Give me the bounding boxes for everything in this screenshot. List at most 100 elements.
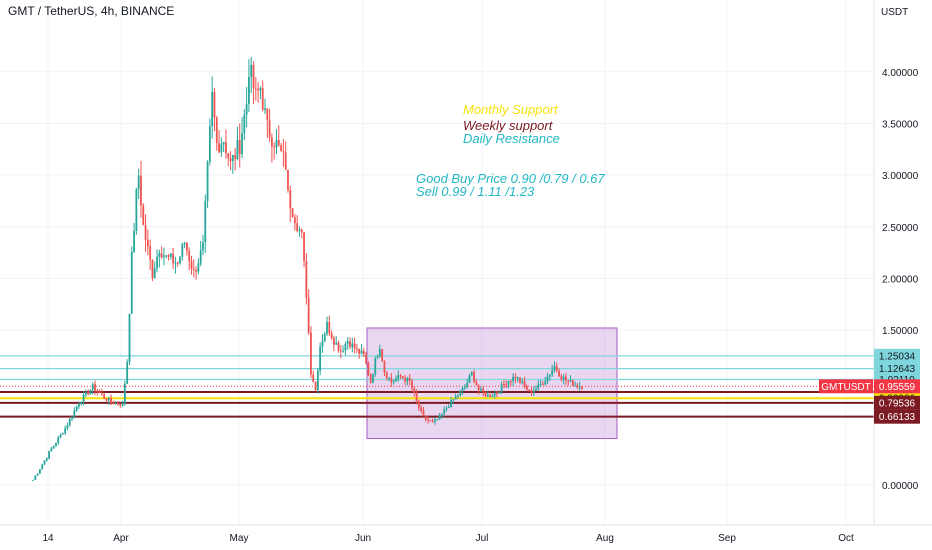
candle [146,229,149,256]
candle [236,126,239,161]
candle [323,331,326,343]
candle [245,86,248,128]
candle [431,418,434,423]
candle [539,379,542,387]
candle [133,222,135,254]
candle [222,141,225,152]
candle [163,247,165,266]
candle [103,393,106,400]
candle [445,405,448,412]
candle [149,239,152,270]
candle [443,406,446,417]
candle [560,373,563,382]
time-axis-ticks[interactable]: 14 Apr May Jun Jul Aug Sep Oct [42,533,854,544]
candle [486,390,489,397]
candle [160,246,163,259]
candle [84,389,87,398]
svg-text:0.95559: 0.95559 [879,382,916,393]
candle [406,376,409,386]
candle [326,316,328,336]
candle [574,381,577,387]
candle [172,247,175,270]
candle [493,390,496,399]
candle [169,252,172,260]
candle [268,108,271,142]
candle [498,391,501,394]
time-tick-label: Sep [718,533,736,544]
candle [282,138,285,167]
candle [289,185,292,223]
candle [41,463,44,470]
candle [277,125,280,147]
candle [571,379,574,387]
candle [68,417,71,427]
candle [335,336,338,345]
chart-annotations: Monthly Support Weekly support Daily Res… [416,102,605,199]
candle [252,61,255,105]
candle [328,315,331,337]
time-tick-label: 14 [42,533,54,544]
time-tick-label: May [230,533,249,544]
candle [395,375,397,382]
candle [105,398,108,403]
candle [254,76,257,101]
candle [186,241,188,256]
price-level-lines [0,355,874,418]
candle [188,247,191,271]
price-tick-label: 1.50000 [882,326,919,337]
candle [71,416,73,422]
candle [374,356,377,377]
candle [307,289,310,335]
candle [440,413,443,419]
price-axis-ticks[interactable]: 4.00000 3.50000 3.00000 2.50000 2.00000 1.500… [882,68,919,492]
candle [355,343,358,353]
candle [156,249,158,273]
candle [470,371,473,377]
candle [50,447,53,452]
candle [165,255,168,259]
candle [199,240,202,267]
candle [388,377,390,382]
candlestick-series [32,56,583,481]
time-tick-label: Jul [476,533,489,544]
candle [500,381,503,395]
candle [211,76,214,139]
price-badge-daily-resistance: 1.12643 [874,361,920,376]
candle [300,228,303,239]
candle [450,396,452,408]
candle [291,208,294,218]
candle [466,378,469,389]
candle [555,362,558,373]
candle [367,361,370,377]
price-axis-unit: USDT [881,7,908,18]
price-level-badges: 1.250341.126431.021100.900260.839860.795… [874,348,920,424]
price-tick-label: 0.00000 [882,481,919,492]
candle [80,401,83,406]
time-tick-label: Oct [838,533,854,544]
candle [514,373,517,384]
candle [321,334,324,353]
candle [151,259,154,282]
candle [110,394,113,406]
candle [475,378,478,386]
candle [114,401,117,405]
candle [351,337,354,353]
candle [447,404,450,409]
candle [565,372,567,386]
candle [353,337,356,354]
candle [581,386,583,391]
candle [567,380,570,386]
candle [135,187,138,235]
candle [562,374,565,385]
candle [314,381,317,392]
candle [399,373,402,379]
candle [206,160,209,208]
current-symbol-badge: GMTUSDT [819,379,873,394]
candle [179,255,181,265]
price-tick-label: 2.00000 [882,274,919,285]
candle [523,376,526,389]
candle [298,226,301,237]
symbol-title[interactable]: GMT / TetherUS, 4h, BINANCE [8,4,174,18]
candle [521,378,524,385]
